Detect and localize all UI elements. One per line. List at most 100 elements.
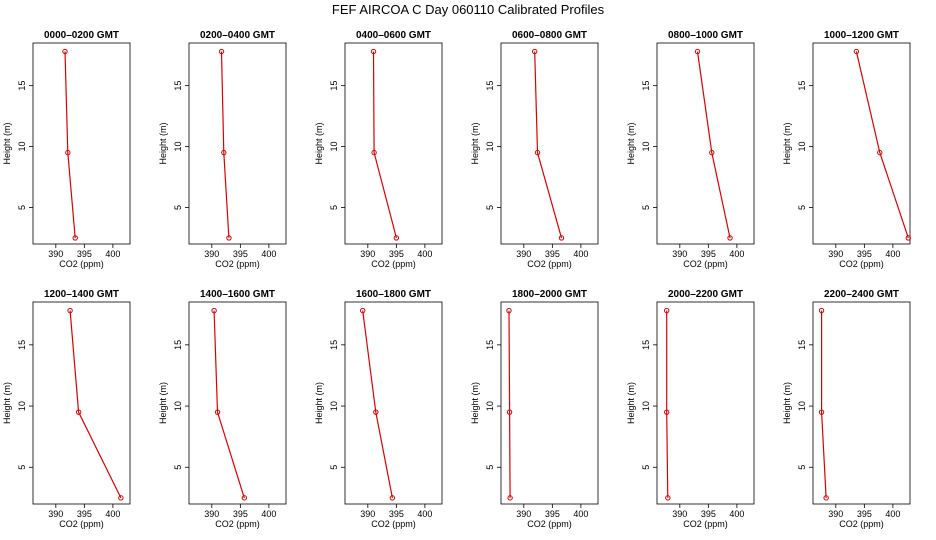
y-tick-label: 15 xyxy=(797,81,807,91)
data-point xyxy=(506,307,512,314)
x-tick-label: 390 xyxy=(360,249,375,259)
x-tick-label: 400 xyxy=(573,249,588,259)
panel-6: 1000–1200 GMT 390 395 400 5 10 15 CO2 (ppm) Heig… xyxy=(782,30,911,269)
data-point xyxy=(507,495,513,501)
x-tick-label: 390 xyxy=(204,249,219,259)
x-axis-label: CO2 (ppm) xyxy=(215,519,260,529)
y-axis-label: Height (m) xyxy=(2,122,12,164)
y-tick-label: 10 xyxy=(641,142,651,152)
x-tick-label: 395 xyxy=(77,509,92,519)
data-point xyxy=(823,495,829,501)
panels-group: 0000–0200 GMT 390 395 400 5 10 15 CO2 (ppm) Heig… xyxy=(2,30,911,529)
plot-frame xyxy=(656,42,755,245)
data-point xyxy=(534,149,541,156)
plot-frame xyxy=(500,301,599,505)
panel-8: 1400–1600 GMT 390 395 400 5 10 15 CO2 (ppm) Heig… xyxy=(158,289,287,529)
panel-1: 0000–0200 GMT 390 395 400 5 10 15 CO2 (ppm) Heig… xyxy=(2,30,131,269)
panel-title: 0000–0200 GMT xyxy=(44,30,119,41)
x-axis-label: CO2 (ppm) xyxy=(371,519,416,529)
x-axis-label: CO2 (ppm) xyxy=(683,519,728,529)
panel-11: 2000–2200 GMT 390 395 400 5 10 15 CO2 (ppm) Heig… xyxy=(626,289,755,529)
figure-title: FEF AIRCOA C Day 060110 Calibrated Profi… xyxy=(332,2,605,17)
profile-line xyxy=(372,51,397,239)
x-tick-label: 390 xyxy=(516,249,531,259)
plot-frame xyxy=(344,301,443,505)
y-tick-label: 5 xyxy=(797,465,807,470)
data-point xyxy=(727,235,733,241)
profile-line xyxy=(220,51,230,238)
x-tick-label: 395 xyxy=(857,249,872,259)
y-axis-label: Height (m) xyxy=(314,122,324,164)
profile-line xyxy=(696,51,731,239)
data-point xyxy=(67,307,73,314)
y-tick-label: 15 xyxy=(797,340,807,350)
x-axis-label: CO2 (ppm) xyxy=(59,259,104,269)
y-tick-label: 10 xyxy=(17,142,27,152)
data-point xyxy=(241,495,248,501)
data-point xyxy=(75,409,82,415)
plot-frame xyxy=(32,42,131,245)
y-tick-label: 10 xyxy=(797,401,807,411)
data-point xyxy=(709,149,715,156)
x-tick-label: 390 xyxy=(48,249,63,259)
panel-title: 0800–1000 GMT xyxy=(668,30,743,41)
y-axis-label: Height (m) xyxy=(782,382,792,424)
panel-title: 0400–0600 GMT xyxy=(356,30,431,41)
data-point xyxy=(664,307,670,314)
data-point xyxy=(393,235,400,241)
data-point xyxy=(389,495,396,501)
data-point xyxy=(506,409,513,415)
y-tick-label: 5 xyxy=(17,205,27,210)
y-tick-label: 15 xyxy=(329,81,339,91)
data-point xyxy=(226,235,232,241)
x-axis-label: CO2 (ppm) xyxy=(215,259,260,269)
x-tick-label: 400 xyxy=(729,249,744,259)
panel-3: 0400–0600 GMT 390 395 400 5 10 15 CO2 (ppm) Heig… xyxy=(314,30,443,269)
x-tick-label: 390 xyxy=(828,509,843,519)
panel-title: 0200–0400 GMT xyxy=(200,30,275,41)
panel-7: 1200–1400 GMT 390 395 400 5 10 15 CO2 (ppm) Heig… xyxy=(2,289,131,529)
plot-frame xyxy=(812,42,911,245)
y-tick-label: 5 xyxy=(641,465,651,470)
profile-line xyxy=(855,51,909,239)
x-tick-label: 400 xyxy=(573,509,588,519)
y-tick-label: 15 xyxy=(173,81,183,91)
panel-title: 1400–1600 GMT xyxy=(200,289,275,300)
data-point xyxy=(371,149,377,156)
plot-frame xyxy=(188,301,287,505)
x-axis-label: CO2 (ppm) xyxy=(527,259,572,269)
x-tick-label: 400 xyxy=(729,509,744,519)
y-tick-label: 15 xyxy=(485,340,495,350)
profile-line xyxy=(666,310,669,498)
y-tick-label: 15 xyxy=(17,81,27,91)
x-tick-label: 395 xyxy=(857,509,872,519)
data-point xyxy=(818,409,825,415)
x-tick-label: 395 xyxy=(389,249,404,259)
y-tick-label: 15 xyxy=(485,81,495,91)
data-point xyxy=(558,235,565,241)
data-point xyxy=(221,149,227,156)
x-axis-label: CO2 (ppm) xyxy=(371,259,416,269)
x-axis-label: CO2 (ppm) xyxy=(839,519,884,529)
panel-title: 1800–2000 GMT xyxy=(512,289,587,300)
plot-frame xyxy=(812,301,911,505)
y-axis-label: Height (m) xyxy=(470,382,480,424)
y-axis-label: Height (m) xyxy=(158,122,168,164)
x-axis-label: CO2 (ppm) xyxy=(839,259,884,269)
x-tick-label: 395 xyxy=(389,509,404,519)
x-tick-label: 400 xyxy=(105,249,120,259)
panel-title: 2200–2400 GMT xyxy=(824,289,899,300)
x-tick-label: 400 xyxy=(105,509,120,519)
x-tick-label: 395 xyxy=(701,249,716,259)
panel-10: 1800–2000 GMT 390 395 400 5 10 15 CO2 (ppm) Heig… xyxy=(470,289,599,529)
x-tick-label: 400 xyxy=(417,249,432,259)
profile-line xyxy=(534,51,563,239)
x-tick-label: 390 xyxy=(672,509,687,519)
x-tick-label: 390 xyxy=(672,249,687,259)
profile-line xyxy=(64,51,76,238)
y-tick-label: 5 xyxy=(173,205,183,210)
data-point xyxy=(664,409,670,415)
y-axis-label: Height (m) xyxy=(158,382,168,424)
panel-title: 1200–1400 GMT xyxy=(44,289,119,300)
